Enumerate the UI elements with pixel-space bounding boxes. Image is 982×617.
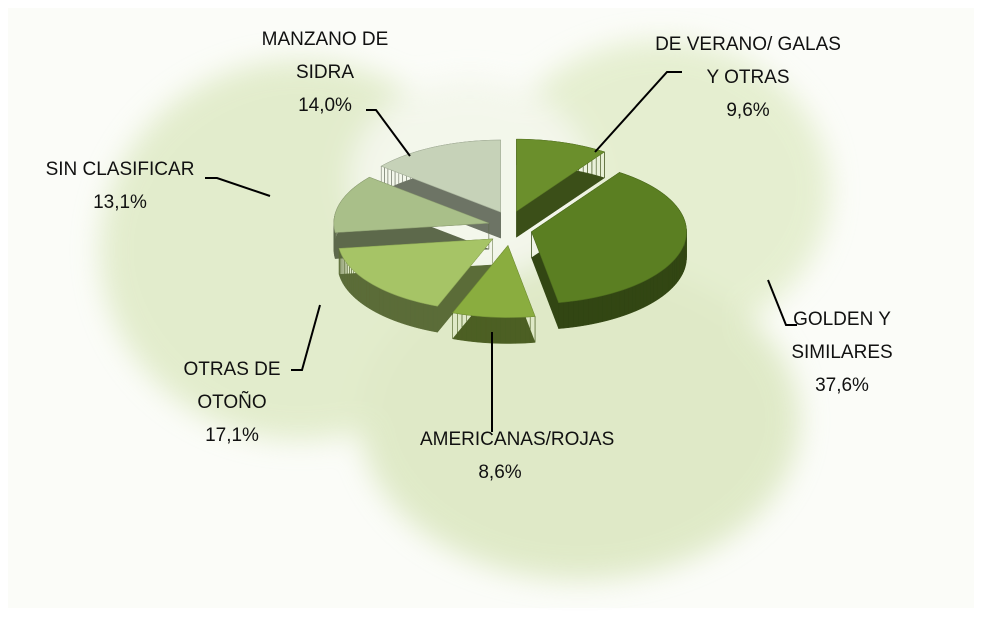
chart: DE VERANO/ GALAS Y OTRAS9,6% GOLDEN Y SIM…: [0, 0, 982, 617]
value-label: 9,6%: [648, 94, 848, 127]
value-label: 17,1%: [177, 419, 287, 452]
category-label: SIN CLASIFICAR: [20, 153, 220, 186]
category-label: MANZANO DE SIDRA: [240, 23, 410, 89]
value-label: 13,1%: [20, 186, 220, 219]
value-label: 37,6%: [757, 369, 927, 402]
value-label: 8,6%: [420, 456, 580, 489]
category-label: GOLDEN Y SIMILARES: [757, 303, 927, 369]
category-label: OTRAS DE OTOÑO: [177, 353, 287, 419]
value-label: 14,0%: [240, 89, 410, 122]
category-label: AMERICANAS/ROJAS: [420, 423, 580, 456]
category-label: DE VERANO/ GALAS Y OTRAS: [648, 28, 848, 94]
